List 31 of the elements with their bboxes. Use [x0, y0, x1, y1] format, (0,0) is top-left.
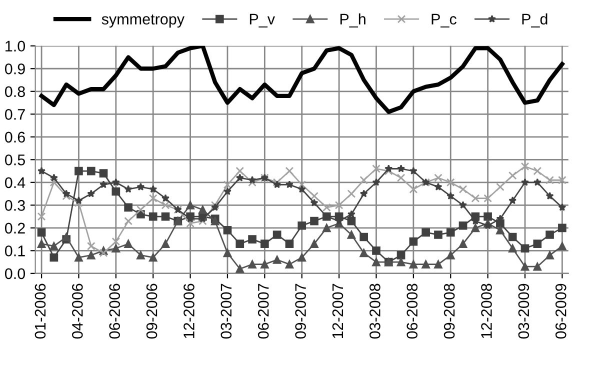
- x-tick-label: 12-2006: [184, 284, 194, 338]
- y-tick-label: 0.8: [4, 86, 25, 98]
- x-tick-label: 04-2006: [72, 284, 83, 339]
- y-tick-label: 0.1: [4, 246, 25, 256]
- y-tick-label: 0.6: [4, 132, 25, 143]
- x-tick-label: 06-2006: [109, 284, 120, 339]
- x-tick-label: 03-2009: [518, 284, 530, 339]
- x-tick-label: 09-2008: [444, 284, 455, 339]
- x-tick-label: 03-2007: [220, 284, 232, 339]
- y-tick-label: 0.7: [4, 109, 25, 120]
- y-tick-label: 0.0: [4, 268, 26, 280]
- x-tick-label: 03-2008: [370, 284, 380, 339]
- x-tick-label: 09-2007: [295, 284, 306, 339]
- y-tick-label: 0.9: [4, 63, 25, 74]
- x-tick-label: 06-2009: [555, 284, 566, 339]
- legend-label: P_h: [340, 13, 366, 28]
- y-tick-label: 0.2: [4, 222, 25, 234]
- legend-label: symmetropy: [102, 14, 185, 28]
- legend-label: P_v: [250, 14, 275, 28]
- legend-label: P_c: [432, 14, 456, 28]
- x-tick-label: 09-2006: [146, 284, 158, 339]
- x-tick-label: 06-2007: [258, 284, 269, 339]
- y-tick-label: 0.3: [4, 200, 25, 211]
- y-tick-label: 0.4: [4, 177, 26, 188]
- x-tick-label: 01-2006: [34, 284, 46, 339]
- y-tick-label: 1.0: [6, 40, 26, 52]
- x-tick-label: 12-2007: [332, 284, 344, 338]
- x-tick-label: 06-2008: [406, 284, 418, 339]
- legend-label: P_d: [522, 13, 548, 28]
- x-tick-label: 12-2008: [481, 284, 492, 338]
- y-tick-label: 0.5: [4, 154, 25, 166]
